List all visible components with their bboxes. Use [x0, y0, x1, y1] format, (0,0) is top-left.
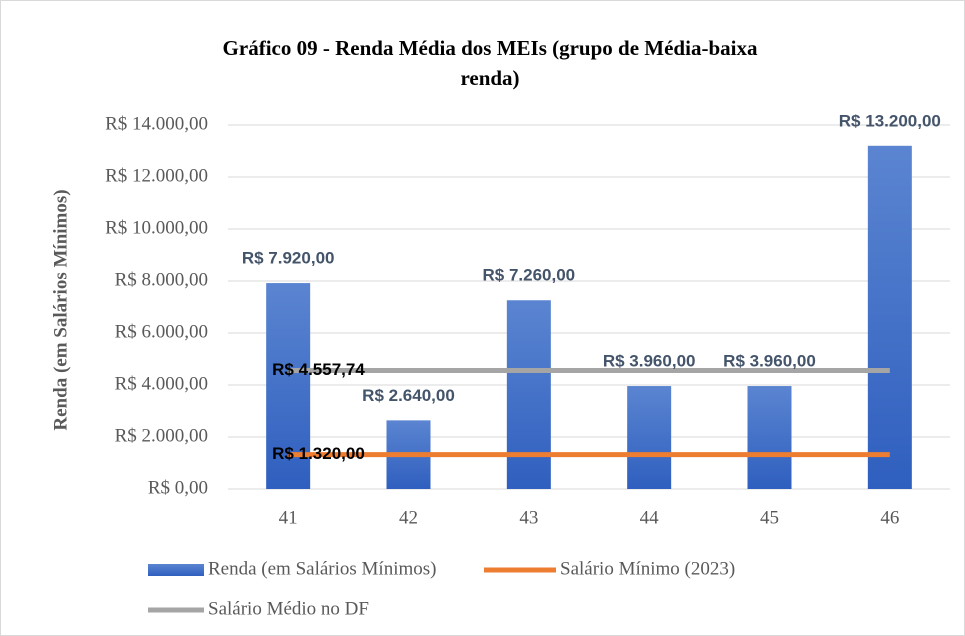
data-label: R$ 3.960,00 — [603, 352, 696, 371]
y-tick-label: R$ 4.000,00 — [115, 373, 208, 394]
x-tick-label: 41 — [279, 507, 298, 528]
data-label: R$ 3.960,00 — [723, 352, 816, 371]
data-label: R$ 2.640,00 — [362, 386, 455, 405]
legend-swatch — [148, 564, 204, 576]
x-tick-label: 42 — [399, 507, 418, 528]
bar — [627, 386, 672, 489]
y-tick-label: R$ 2.000,00 — [115, 425, 208, 446]
data-label: R$ 13.200,00 — [839, 111, 941, 130]
y-axis-label: Renda (em Salários Mínimos) — [50, 189, 71, 430]
legend-label: Salário Mínimo (2023) — [560, 558, 735, 579]
x-tick-label: 46 — [880, 507, 899, 528]
bar — [506, 300, 551, 489]
x-tick-label: 44 — [640, 507, 660, 528]
chart-title: Gráfico 09 - Renda Média dos MEIs (grupo… — [223, 36, 758, 90]
data-label: R$ 7.260,00 — [483, 266, 576, 285]
legend-label: Salário Médio no DF — [208, 598, 369, 619]
x-tick-label: 45 — [760, 507, 779, 528]
bar — [867, 145, 912, 490]
legend-label: Renda (em Salários Mínimos) — [208, 558, 437, 579]
y-tick-label: R$ 0,00 — [148, 477, 208, 498]
y-tick-label: R$ 10.000,00 — [105, 217, 208, 238]
y-tick-label: R$ 8.000,00 — [115, 269, 208, 290]
data-label: R$ 1.320,00 — [272, 444, 365, 463]
y-tick-label: R$ 14.000,00 — [105, 113, 208, 134]
x-tick-label: 43 — [519, 507, 538, 528]
bar — [747, 386, 792, 489]
y-tick-label: R$ 6.000,00 — [115, 321, 208, 342]
y-tick-label: R$ 12.000,00 — [105, 165, 208, 186]
data-label: R$ 4.557,74 — [272, 360, 365, 379]
data-label: R$ 7.920,00 — [242, 249, 335, 268]
